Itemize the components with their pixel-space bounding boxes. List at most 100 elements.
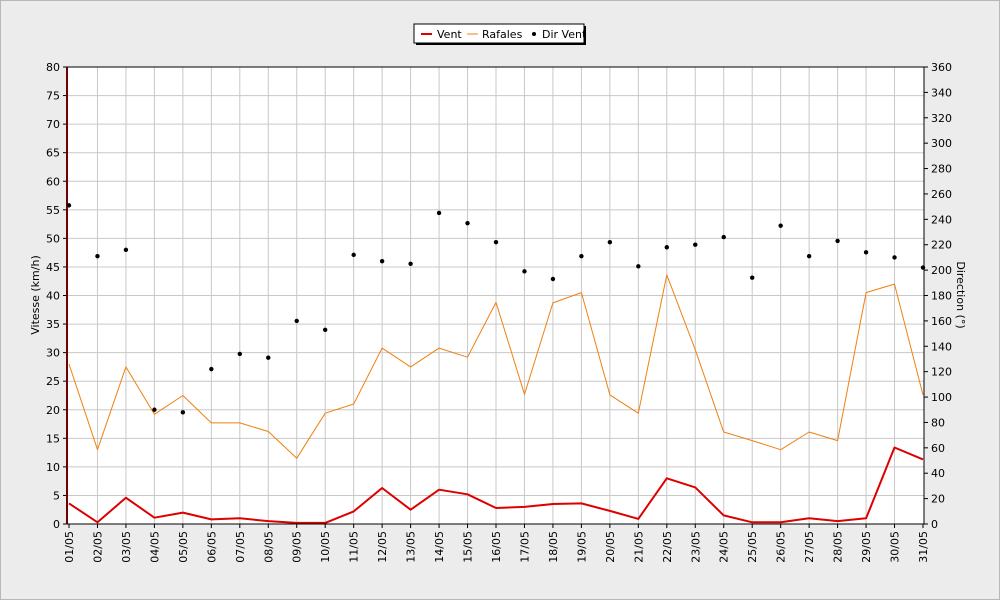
right-tick-label: 340 xyxy=(931,86,952,99)
right-axis-ticks: 0 20 40 60 80 100 120 140 160 180 200 220 240 260 280 3… xyxy=(924,61,952,531)
left-tick-label: 80 xyxy=(46,61,60,74)
x-tick-label: 06/05 xyxy=(205,531,218,563)
dir-vent-point xyxy=(180,410,186,415)
dir-vent-point xyxy=(152,407,157,412)
left-tick-label: 60 xyxy=(46,175,60,188)
dir-vent-point xyxy=(835,238,840,244)
right-tick-label: 60 xyxy=(931,442,945,455)
dir-vent-point xyxy=(408,261,413,266)
left-tick-label: 45 xyxy=(46,261,60,274)
right-tick-label: 320 xyxy=(931,112,952,125)
legend-label-dir-vent: Dir Vent xyxy=(542,28,587,41)
x-tick-label: 10/05 xyxy=(319,531,332,563)
right-tick-label: 280 xyxy=(931,163,952,176)
plot-frame xyxy=(66,66,925,525)
x-axis-ticks: 01/05 02/05 03/05 04/05 05/05 06/05 07/05 08/05… xyxy=(63,524,930,563)
right-tick-label: 40 xyxy=(931,467,945,480)
dir-vent-point xyxy=(607,239,613,245)
dir-vent-point xyxy=(579,253,584,259)
left-tick-label: 25 xyxy=(46,375,60,388)
x-tick-label: 08/05 xyxy=(262,531,275,563)
legend-swatch-dir-vent xyxy=(532,32,536,36)
legend: Vent Rafales Dir Vent xyxy=(413,23,587,45)
x-tick-label: 15/05 xyxy=(462,531,475,563)
dir-vent-point xyxy=(778,223,783,228)
x-tick-label: 14/05 xyxy=(433,531,446,563)
x-tick-label: 19/05 xyxy=(575,531,588,563)
right-tick-label: 100 xyxy=(931,391,952,404)
dir-vent-point xyxy=(750,275,755,280)
dir-vent-point xyxy=(95,253,100,259)
dir-vent-point xyxy=(465,220,470,226)
dir-vent-point xyxy=(123,247,129,252)
x-tick-label: 18/05 xyxy=(547,531,560,563)
left-tick-label: 35 xyxy=(46,318,60,331)
right-tick-label: 200 xyxy=(931,264,952,277)
dir-vent-point xyxy=(721,234,726,240)
dir-vent-point xyxy=(693,242,698,247)
dir-vent-point xyxy=(294,318,299,324)
x-tick-label: 11/05 xyxy=(348,531,361,563)
x-tick-label: 05/05 xyxy=(177,531,190,563)
x-tick-label: 22/05 xyxy=(661,531,674,563)
series-line-vent xyxy=(68,446,924,524)
x-tick-label: 29/05 xyxy=(860,531,873,563)
left-tick-label: 10 xyxy=(46,461,60,474)
x-tick-label: 21/05 xyxy=(632,531,645,563)
right-tick-label: 300 xyxy=(931,137,952,150)
dir-vent-point xyxy=(436,210,442,216)
left-tick-label: 40 xyxy=(46,290,60,303)
x-tick-label: 25/05 xyxy=(746,531,759,563)
left-tick-label: 15 xyxy=(46,432,60,445)
left-tick-label: 0 xyxy=(53,518,60,531)
x-tick-label: 28/05 xyxy=(832,531,845,563)
dir-vent-point xyxy=(550,276,556,282)
x-tick-label: 01/05 xyxy=(63,531,76,563)
right-tick-label: 180 xyxy=(931,290,952,303)
dir-vent-point xyxy=(664,245,669,250)
right-tick-label: 80 xyxy=(931,416,945,429)
dir-vent-point xyxy=(493,239,499,245)
right-tick-label: 140 xyxy=(931,340,952,353)
left-tick-label: 50 xyxy=(46,232,60,245)
series-line-rafales xyxy=(68,274,924,459)
left-axis-ticks: 0 5 10 15 20 25 30 35 40 45 50 55 60 65 70 75 80 xyxy=(46,61,67,531)
dir-vent-point xyxy=(863,250,869,255)
x-tick-label: 26/05 xyxy=(775,531,788,563)
dir-vent-point xyxy=(266,355,271,360)
left-tick-label: 65 xyxy=(46,147,60,160)
right-tick-label: 360 xyxy=(931,61,952,74)
y2-axis-title: Direction (°) xyxy=(954,261,967,328)
x-tick-label: 20/05 xyxy=(604,531,617,563)
x-tick-label: 13/05 xyxy=(405,531,418,563)
dir-vent-point xyxy=(237,351,242,357)
x-tick-label: 24/05 xyxy=(718,531,731,563)
x-tick-label: 17/05 xyxy=(518,531,531,563)
right-tick-label: 0 xyxy=(931,518,938,531)
dir-vent-point xyxy=(806,253,812,259)
dir-vent-point xyxy=(209,366,214,372)
left-tick-label: 20 xyxy=(46,404,60,417)
x-tick-label: 31/05 xyxy=(917,531,930,563)
right-tick-label: 260 xyxy=(931,188,952,201)
x-tick-label: 09/05 xyxy=(291,531,304,563)
x-tick-label: 23/05 xyxy=(689,531,702,563)
left-tick-label: 30 xyxy=(46,347,60,360)
dir-vent-point xyxy=(351,252,356,258)
x-tick-label: 30/05 xyxy=(889,531,902,563)
dir-vent-point xyxy=(636,264,641,269)
grid xyxy=(67,67,924,524)
dir-vent-point xyxy=(920,265,926,270)
right-tick-label: 220 xyxy=(931,239,952,252)
x-tick-label: 16/05 xyxy=(490,531,503,563)
series-points xyxy=(66,203,926,415)
right-tick-label: 160 xyxy=(931,315,952,328)
left-tick-label: 55 xyxy=(46,204,60,217)
x-tick-label: 27/05 xyxy=(803,531,816,563)
right-tick-label: 120 xyxy=(931,366,952,379)
legend-label-rafales: Rafales xyxy=(482,28,523,41)
x-tick-label: 04/05 xyxy=(148,531,161,563)
dir-vent-point xyxy=(379,259,385,264)
dir-vent-point xyxy=(66,203,72,208)
